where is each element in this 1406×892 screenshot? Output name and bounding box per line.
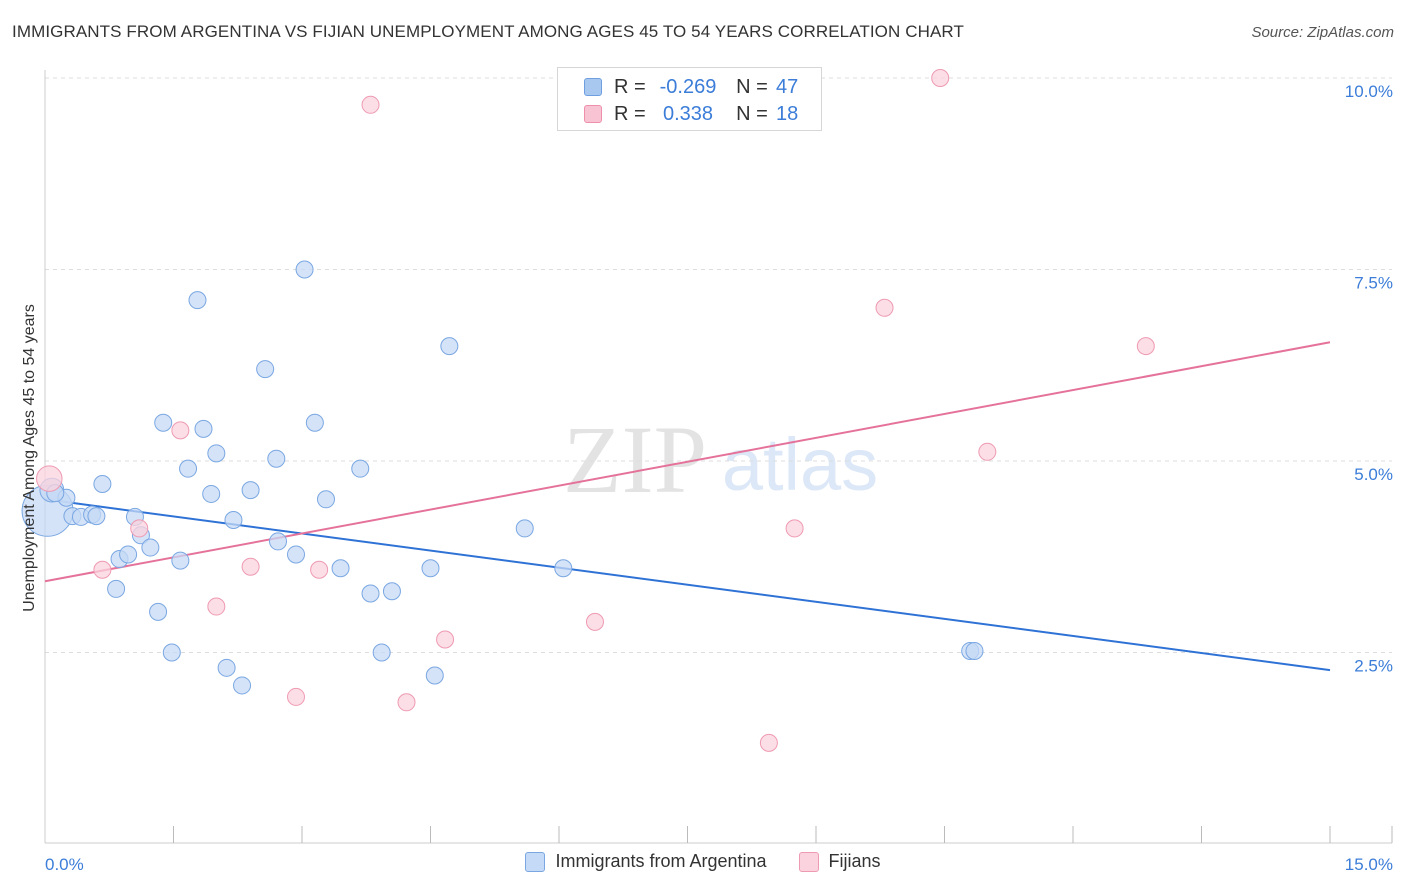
point-argentina [194,419,213,438]
y-axis-label: Unemployment Among Ages 45 to 54 years [21,304,38,612]
point-argentina [316,490,335,509]
legend-r-value: -0.269 [659,75,717,98]
point-argentina [351,459,370,478]
point-fijians [241,557,260,576]
x-tick-label: 15.0% [1345,855,1393,874]
y-tick-label: 10.0% [1345,82,1393,101]
legend-n-label: N = [736,102,768,125]
point-argentina [554,559,573,578]
point-argentina [179,459,198,478]
legend-row-argentina: R = -0.269 N = 47 [558,73,812,101]
point-argentina [119,545,138,564]
series-legend: Immigrants from Argentina Fijians [0,851,1406,872]
point-argentina [421,559,440,578]
point-argentina [425,666,444,685]
point-argentina [256,360,275,379]
series-swatch-fijians [798,851,819,872]
point-fijians [875,298,894,317]
point-argentina [171,551,190,570]
point-fijians [585,612,604,631]
point-argentina [188,291,207,310]
point-argentina [269,532,288,551]
point-fijians [207,597,226,616]
legend-swatch-fijians [584,105,602,123]
source-label: Source: ZipAtlas.com [1251,24,1394,41]
point-argentina [965,641,984,660]
point-fijians [287,687,306,706]
correlation-legend: R = -0.269 N = 47 R = 0.338 N = 18 [557,67,822,131]
point-argentina [93,474,112,493]
y-tick-label: 2.5% [1354,657,1393,676]
point-argentina [361,584,380,603]
chart-title: IMMIGRANTS FROM ARGENTINA VS FIJIAN UNEM… [12,22,964,41]
point-argentina [331,559,350,578]
point-fijians [1136,337,1155,356]
point-argentina [233,676,252,695]
point-fijians [361,95,380,114]
point-argentina [141,538,160,557]
point-argentina [287,545,306,564]
point-fijians [397,693,416,712]
legend-r-label: R = [614,75,646,98]
series-legend-fijians[interactable]: Fijians [798,851,881,872]
point-fijians [171,421,190,440]
point-argentina [202,484,221,503]
point-argentina [305,413,324,432]
point-argentina [224,510,243,529]
point-argentina [154,413,173,432]
series-legend-argentina[interactable]: Immigrants from Argentina [525,851,767,872]
point-argentina [87,507,106,526]
legend-r-value: 0.338 [662,102,714,125]
legend-n-value: 47 [776,75,799,98]
point-argentina [515,519,534,538]
point-argentina [149,602,168,621]
point-argentina [107,579,126,598]
watermark-zip: ZIP [563,406,707,513]
point-argentina [162,643,181,662]
point-argentina [241,481,260,500]
legend-swatch-argentina [584,78,602,96]
point-fijians [310,560,329,579]
point-fijians [93,560,112,579]
trendline-argentina [44,498,1331,672]
point-argentina [267,449,286,468]
point-fijians [785,519,804,538]
point-fijians [36,465,63,492]
legend-n-value: 18 [776,102,799,125]
series-swatch-argentina [525,851,546,872]
x-tick-label: 0.0% [45,855,84,874]
y-tick-label: 5.0% [1354,465,1393,484]
watermark: ZIP atlas [563,406,878,513]
point-argentina [440,337,459,356]
series-label-argentina: Immigrants from Argentina [555,851,767,871]
point-fijians [978,442,997,461]
point-argentina [372,643,391,662]
point-argentina [207,444,226,463]
point-argentina [382,582,401,601]
point-argentina [217,658,236,677]
point-fijians [436,630,455,649]
watermark-atlas: atlas [722,423,878,506]
point-argentina [295,260,314,279]
point-fijians [931,69,950,87]
legend-n-label: N = [736,75,768,98]
trendline-fijians [44,341,1331,583]
legend-r-label: R = [614,102,646,125]
legend-row-fijians: R = 0.338 N = 18 [558,100,812,128]
point-fijians [130,519,149,538]
point-fijians [759,733,778,752]
series-label-fijians: Fijians [828,851,881,871]
y-tick-label: 7.5% [1354,274,1393,293]
